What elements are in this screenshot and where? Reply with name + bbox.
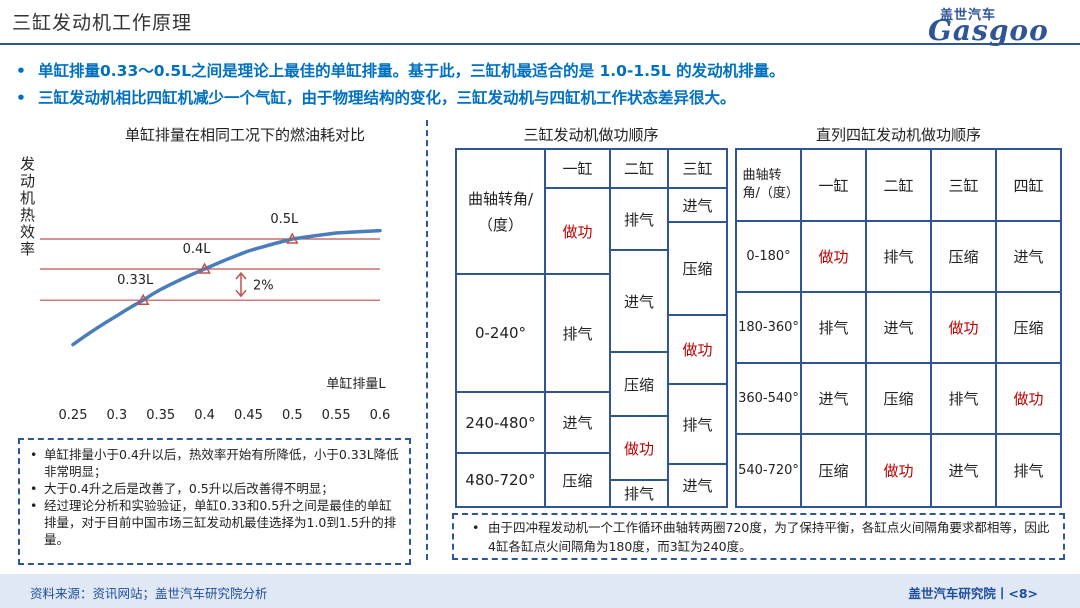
x-tick-label: 0.5 (282, 408, 303, 423)
three-cyl-stroke: 做功 (544, 187, 611, 275)
note-item: 经过理论分析和实验验证，单缸0.33和0.5升之间是最佳的单缸排量，对于目前中国… (30, 497, 401, 548)
four-cyl-stroke: 进气 (865, 291, 932, 364)
three-cyl-header-2: 二缸 (609, 148, 669, 189)
x-tick-label: 0.55 (322, 408, 351, 423)
four-cyl-stroke: 压缩 (800, 433, 867, 508)
four-cyl-stroke: 压缩 (865, 362, 932, 435)
three-cyl-stroke: 排气 (609, 479, 669, 508)
three-cyl-header-3: 三缸 (667, 148, 728, 189)
four-cyl-stroke: 排气 (865, 220, 932, 293)
chart-title: 单缸排量在相同工况下的燃油耗对比 (124, 126, 365, 144)
three-cyl-corner: 曲轴转角/（度） (455, 148, 546, 275)
efficiency-chart: 0.33L 0.4L 0.5L 2% 单缸排量L 0.25 0.3 0.35 0.4 0.45 0.… (40, 212, 391, 423)
four-cyl-stroke: 进气 (995, 220, 1062, 293)
logo-en-text: Gasgoo (928, 14, 1049, 47)
three-cyl-header-1: 一缸 (544, 148, 611, 189)
firing-interval-note: 由于四冲程发动机一个工作循环曲轴转两圈720度，为了保持平衡，各缸点火间隔角要求… (452, 513, 1065, 560)
x-tick-label: 0.35 (146, 408, 175, 423)
four-cyl-stroke: 排气 (930, 362, 997, 435)
four-cyl-title: 直列四缸发动机做功顺序 (815, 126, 981, 144)
gasgoo-logo: 盖世汽车 Gasgoo (920, 4, 1070, 47)
three-cyl-stroke: 压缩 (609, 351, 669, 417)
three-cyl-stroke: 做功 (609, 415, 669, 481)
point-label: 0.5L (270, 212, 299, 227)
difference-arrow-head-down (235, 289, 247, 298)
efficiency-curve (71, 228, 382, 347)
four-cyl-angle: 180-360° (735, 291, 802, 364)
four-cyl-stroke: 做功 (930, 291, 997, 364)
four-cyl-stroke: 做功 (995, 362, 1062, 435)
four-cyl-stroke: 排气 (995, 433, 1062, 508)
key-point-text: 单缸排量0.33～0.5L之间是理论上最佳的单缸排量。基于此，三缸机最适合的是 … (38, 62, 785, 80)
page-title: 三缸发动机工作原理 (12, 12, 193, 34)
three-cyl-stroke: 进气 (544, 391, 611, 454)
x-tick-label: 0.6 (370, 408, 391, 423)
note-item: 由于四冲程发动机一个工作循环曲轴转两圈720度，为了保持平衡，各缸点火间隔角要求… (472, 518, 1055, 556)
point-label: 0.4L (183, 242, 212, 257)
four-cyl-header-2: 二缸 (865, 148, 932, 222)
x-tick-label: 0.3 (107, 408, 128, 423)
four-cyl-stroke: 排气 (800, 291, 867, 364)
four-cyl-header-3: 三缸 (930, 148, 997, 222)
three-cyl-angle: 0-240° (455, 273, 546, 393)
three-cyl-stroke: 压缩 (544, 452, 611, 508)
chart-y-axis-label: 发动机热效率 (20, 155, 36, 258)
x-tick-label: 0.25 (59, 408, 88, 423)
three-cyl-stroke: 进气 (667, 187, 728, 223)
key-points: • 单缸排量0.33～0.5L之间是理论上最佳的单缸排量。基于此，三缸机最适合的是… (16, 58, 1076, 112)
point-marker (286, 232, 299, 244)
three-cyl-stroke: 进气 (609, 249, 669, 353)
three-cyl-stroke: 排气 (544, 273, 611, 393)
key-point: • 单缸排量0.33～0.5L之间是理论上最佳的单缸排量。基于此，三缸机最适合的是… (16, 62, 785, 80)
footer-bar: 资料来源：资讯网站；盖世汽车研究院分析 盖世汽车研究院丨<8> (0, 574, 1080, 608)
point-label: 0.33L (117, 273, 154, 288)
difference-label: 2% (253, 279, 274, 294)
four-cyl-angle: 360-540° (735, 362, 802, 435)
three-cyl-stroke: 排气 (667, 383, 728, 465)
x-tick-label: 0.4 (194, 408, 215, 423)
section-divider (426, 120, 428, 560)
four-cyl-stroke: 做功 (865, 433, 932, 508)
point-marker (198, 262, 211, 274)
chart-x-axis-label: 单缸排量L (326, 376, 386, 392)
footer-source: 资料来源：资讯网站；盖世汽车研究院分析 (30, 586, 268, 601)
logo-cn-text: 盖世汽车 (940, 8, 997, 23)
difference-arrow-head-up (235, 271, 247, 280)
key-point: • 三缸发动机相比四缸机减少一个气缸，由于物理结构的变化，三缸发动机与四缸机工作状… (16, 89, 736, 107)
four-cyl-angle: 0-180° (735, 220, 802, 293)
four-cyl-header-1: 一缸 (800, 148, 867, 222)
three-cyl-angle: 240-480° (455, 391, 546, 454)
four-cyl-header-4: 四缸 (995, 148, 1062, 222)
chart-notes: 单缸排量小于0.4升以后，热效率开始有所降低，小于0.33L降低非常明显； 大于… (18, 438, 411, 565)
three-cyl-title: 三缸发动机做功顺序 (523, 126, 659, 144)
four-cyl-stroke: 做功 (800, 220, 867, 293)
x-tick-label: 0.45 (234, 408, 263, 423)
four-cyl-corner: 曲轴转角/（度） (735, 148, 802, 222)
four-cyl-stroke: 压缩 (995, 291, 1062, 364)
note-item: 单缸排量小于0.4升以后，热效率开始有所降低，小于0.33L降低非常明显； (30, 446, 401, 480)
four-cyl-angle: 540-720° (735, 433, 802, 508)
key-point-text: 三缸发动机相比四缸机减少一个气缸，由于物理结构的变化，三缸发动机与四缸机工作状态… (38, 89, 736, 107)
four-cyl-stroke: 进气 (800, 362, 867, 435)
three-cyl-stroke: 进气 (667, 463, 728, 508)
footer-org: 盖世汽车研究院丨<8> (908, 586, 1038, 601)
note-item: 大于0.4升之后是改善了，0.5升以后改善得不明显； (30, 480, 401, 497)
three-cyl-angle: 480-720° (455, 452, 546, 508)
four-cyl-stroke: 压缩 (930, 220, 997, 293)
three-cyl-stroke: 排气 (609, 187, 669, 251)
point-marker (136, 293, 150, 305)
four-cyl-stroke: 进气 (930, 433, 997, 508)
three-cyl-stroke: 做功 (667, 314, 728, 385)
three-cyl-stroke: 压缩 (667, 221, 728, 316)
title-divider (0, 43, 1080, 45)
